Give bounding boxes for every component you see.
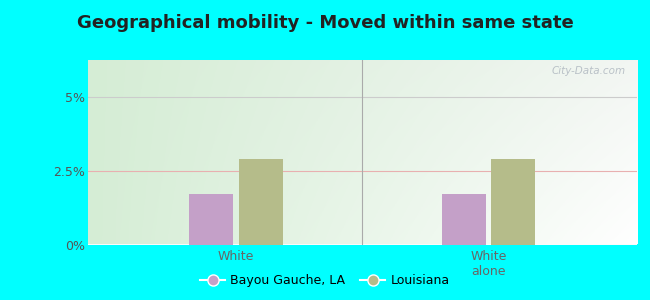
Bar	[491, 159, 536, 244]
Legend: Bayou Gauche, LA, Louisiana: Bayou Gauche, LA, Louisiana	[196, 269, 454, 292]
Text: City-Data.com: City-Data.com	[552, 65, 626, 76]
Bar	[189, 194, 233, 244]
Text: Geographical mobility - Moved within same state: Geographical mobility - Moved within sam…	[77, 14, 573, 32]
Bar	[442, 194, 486, 244]
Bar	[239, 159, 283, 244]
